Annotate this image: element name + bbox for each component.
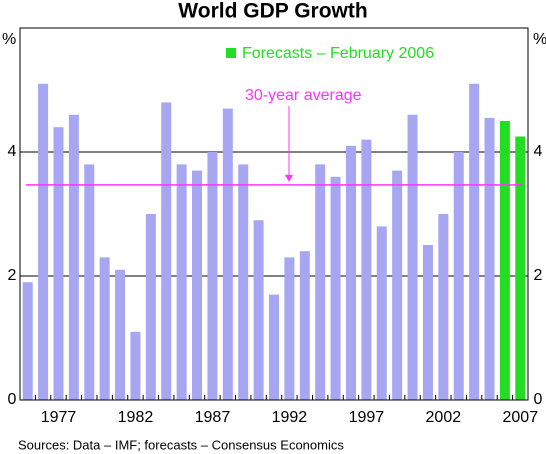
- y-unit-left: %: [2, 31, 16, 48]
- bar: [238, 164, 249, 400]
- bar: [469, 83, 480, 401]
- chart-title: World GDP Growth: [178, 0, 367, 23]
- legend-swatch: [226, 48, 236, 58]
- x-tick-label: 1987: [195, 409, 231, 426]
- average-label: 30-year average: [245, 87, 362, 104]
- bar: [315, 164, 326, 400]
- x-tick-label: 2002: [426, 409, 462, 426]
- bar: [115, 269, 126, 400]
- average-arrowhead: [285, 174, 293, 182]
- bar: [438, 214, 449, 400]
- bar: [253, 220, 264, 400]
- bar: [484, 117, 495, 401]
- bar: [84, 164, 95, 400]
- x-tick-label: 2007: [503, 409, 539, 426]
- bar: [207, 152, 218, 400]
- bar: [499, 121, 510, 400]
- bar: [99, 257, 110, 400]
- bar: [453, 152, 464, 400]
- bar: [130, 331, 141, 400]
- y-tick-label-right: 4: [534, 143, 543, 160]
- x-tick-label: 1977: [41, 409, 77, 426]
- bar: [145, 214, 156, 400]
- y-tick-label: 2: [8, 267, 17, 284]
- bar: [299, 251, 310, 400]
- bar: [422, 245, 433, 400]
- y-tick-label: 0: [8, 391, 17, 408]
- bar: [53, 127, 64, 400]
- bar: [161, 102, 172, 401]
- source-note: Sources: Data – IMF; forecasts – Consens…: [18, 437, 344, 452]
- legend-label: Forecasts – February 2006: [242, 45, 434, 62]
- bar: [407, 114, 418, 401]
- bar: [392, 170, 403, 400]
- bar: [284, 257, 295, 400]
- bar: [330, 176, 341, 400]
- y-tick-label: 4: [8, 143, 17, 160]
- bar: [361, 139, 372, 400]
- bar: [376, 226, 387, 400]
- bar: [38, 83, 49, 401]
- y-unit-right: %: [533, 31, 546, 48]
- bar: [515, 136, 526, 400]
- bar: [68, 114, 79, 401]
- bar: [222, 108, 233, 400]
- x-tick-label: 1982: [118, 409, 154, 426]
- plot-frame: [19, 27, 529, 401]
- bar: [22, 282, 33, 400]
- y-tick-label-right: 2: [534, 267, 543, 284]
- y-tick-label-right: 0: [534, 391, 543, 408]
- x-tick-label: 1997: [349, 409, 385, 426]
- bar: [345, 145, 356, 400]
- bar: [269, 294, 279, 400]
- bar: [192, 170, 203, 400]
- x-tick-label: 1992: [272, 409, 308, 426]
- bar: [176, 164, 187, 400]
